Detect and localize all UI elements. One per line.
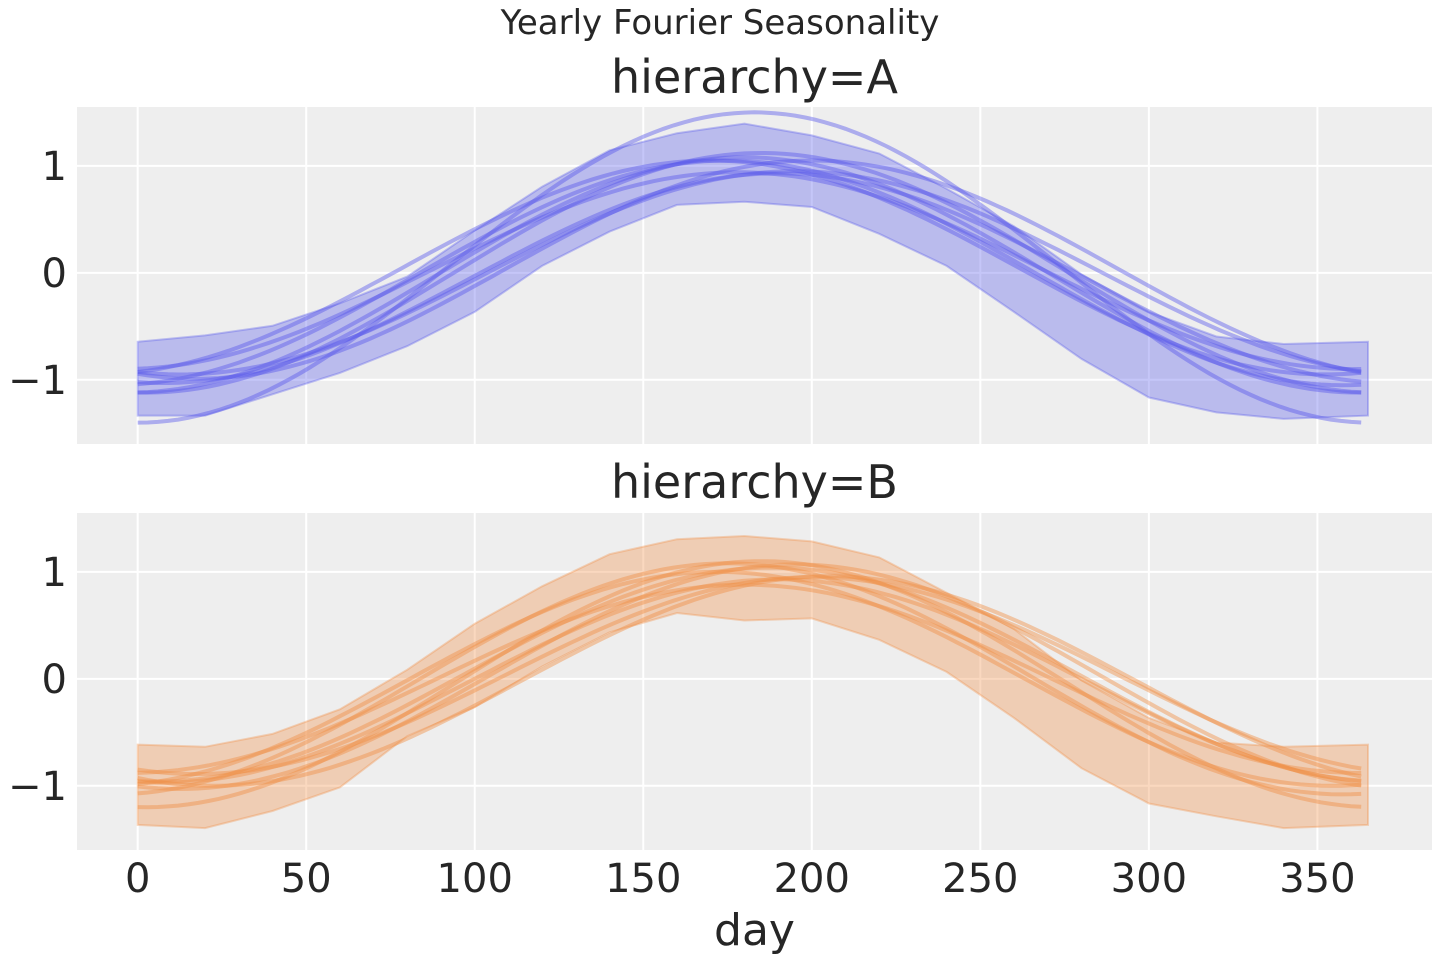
credible-band [136, 122, 1369, 420]
x-tick-label: 200 [774, 856, 850, 902]
series-line-3 [137, 150, 1362, 395]
panel-hierarchy-b: hierarchy=B −1 0 1 0 50 100 150 200 250 300 350 day [8, 455, 1432, 956]
series-line-1 [137, 158, 1362, 388]
series-line-7 [137, 561, 1362, 797]
plot-area [77, 513, 1432, 850]
series-line-4 [137, 171, 1362, 385]
panel-title: hierarchy=A [611, 50, 898, 104]
series-line-5 [137, 559, 1362, 810]
series-line-8 [137, 110, 1362, 425]
y-tick-label: 0 [42, 251, 67, 297]
series-line-9 [137, 158, 1362, 381]
x-tick-label: 350 [1279, 856, 1355, 902]
x-axis-label: day [714, 905, 795, 956]
x-tick-label: 50 [281, 856, 332, 902]
series-line-7 [137, 155, 1362, 395]
series-line-6 [137, 575, 1362, 776]
x-tick-label: 250 [942, 856, 1018, 902]
x-tick-label: 150 [605, 856, 681, 902]
series-line-3 [137, 562, 1362, 792]
series-line-1 [137, 569, 1362, 788]
series-line-4 [137, 582, 1362, 775]
credible-band [136, 534, 1369, 830]
panel-title: hierarchy=B [611, 455, 898, 509]
series-line-2 [137, 577, 1362, 785]
figure-suptitle: Yearly Fourier Seasonality [500, 3, 940, 43]
x-tick-label: 100 [437, 856, 513, 902]
series-line-8 [137, 574, 1362, 788]
series-line-5 [137, 158, 1362, 377]
series-line-9 [137, 565, 1362, 784]
y-tick-label: 1 [42, 550, 67, 596]
series-line-6 [137, 169, 1362, 377]
y-tick-label: 0 [42, 657, 67, 703]
y-tick-label: 1 [42, 144, 67, 190]
x-tick-label: 300 [1111, 856, 1187, 902]
y-tick-label: −1 [8, 358, 67, 404]
series-line-2 [137, 170, 1362, 372]
panel-hierarchy-a: hierarchy=A −1 0 1 [8, 50, 1432, 444]
x-tick-label: 0 [125, 856, 150, 902]
y-tick-label: −1 [8, 764, 67, 810]
plot-area [77, 107, 1432, 444]
